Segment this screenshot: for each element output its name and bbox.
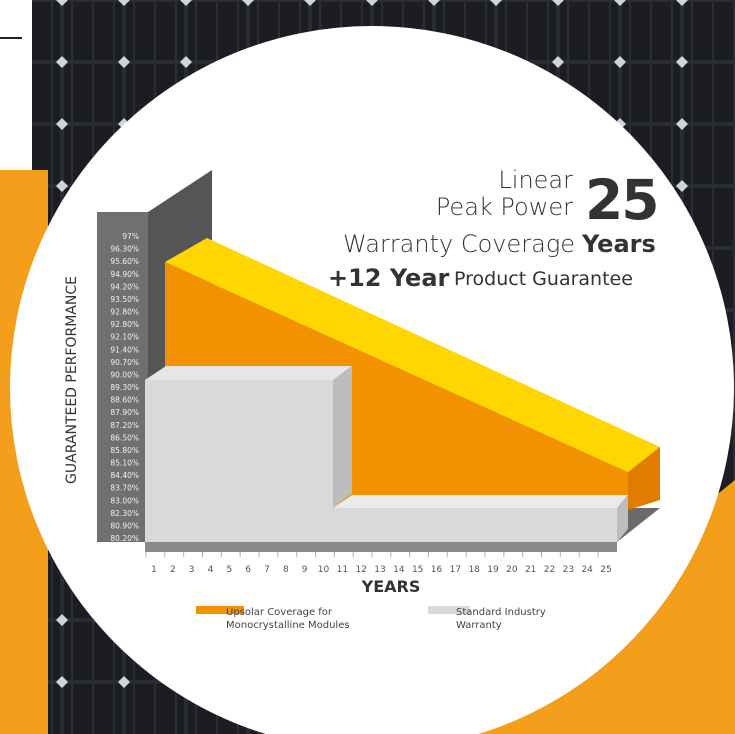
standard-top-face-1 [145,366,352,380]
standard-side-1 [333,366,352,508]
headline-product-guarantee: Product Guarantee [454,268,633,290]
x-tick-label: 3 [189,565,195,575]
x-tick-label: 18 [468,565,480,575]
legend-swatch-standard [428,606,470,614]
x-tick-label: 16 [431,565,443,575]
y-axis-title: GUARANTEED PERFORMANCE [64,276,80,484]
y-tick-label: 96.30% [110,245,139,254]
y-tick-label: 94.20% [110,282,139,291]
y-tick-label: 88.60% [110,396,139,405]
standard-front-2 [333,508,617,542]
y-tick-label: 87.90% [110,408,139,417]
x-tick-label: 5 [226,565,232,575]
x-tick-label: 1 [151,565,157,575]
y-tick-label: 97% [122,232,139,241]
legend-swatch-upsolar [196,606,244,614]
y-tick-label: 82.30% [110,509,139,518]
legend-label-standard: Standard Industry Warranty [456,607,549,631]
y-tick-label: 90.70% [110,358,139,367]
y-tick-label: 80.90% [110,521,139,530]
x-axis-title: YEARS [361,577,421,596]
headline-warranty-coverage: Warranty Coverage [343,230,575,258]
x-tick-label: 22 [544,565,555,575]
x-tick-label: 13 [374,565,385,575]
x-tick-label: 9 [302,565,308,575]
y-tick-label: 92.80% [110,320,139,329]
x-tick-label: 12 [355,565,366,575]
standard-front-1 [145,380,333,542]
x-tick-label: 11 [337,565,348,575]
x-tick-label: 10 [318,565,330,575]
white-panel-top-left [0,0,32,183]
y-tick-label: 91.40% [110,345,139,354]
headline-25: 25 [585,168,660,232]
x-tick-label: 8 [283,565,289,575]
upsolar-top-face [165,238,660,472]
y-tick-label: 92.10% [110,333,139,342]
y-tick-label: 83.70% [110,484,139,493]
y-tick-label: 93.50% [110,295,139,304]
x-tick-label: 4 [208,565,214,575]
headline-peak-power: Peak Power [435,193,573,221]
x-tick-label: 19 [487,565,499,575]
x-tick-label: 24 [581,565,593,575]
y-tick-label: 89.30% [110,383,139,392]
x-tick-label: 6 [245,565,251,575]
x-tick-label: 2 [170,565,176,575]
y-tick-label: 90.00% [110,370,139,379]
y-tick-label: 92.80% [110,308,139,317]
legend-label-upsolar: Upsolar Coverage for Monocrystalline Mod… [226,607,350,631]
y-tick-label: 87.20% [110,421,139,430]
y-tick-label: 83.00% [110,496,139,505]
y-tick-label: 86.50% [110,433,139,442]
x-tick-label: 20 [506,565,518,575]
y-tick-label: 85.10% [110,459,139,468]
yaxis-wall-front [97,212,148,542]
floor-front [145,542,617,552]
x-tick-label: 15 [412,565,423,575]
headline-years: Years [582,230,656,258]
headline-plus-12-year: +12 Year [328,264,450,292]
headline-linear: Linear [498,166,573,194]
upsolar-side-face [628,447,660,510]
y-tick-label: 94.90% [110,270,139,279]
x-tick-label: 25 [600,565,611,575]
y-tick-label: 95.60% [110,257,139,266]
standard-top-face-2 [333,495,628,508]
y-tick-label: 85.80% [110,446,139,455]
x-tick-label: 17 [450,565,461,575]
x-tick-label: 7 [264,565,270,575]
y-tick-label: 84.40% [110,471,139,480]
x-tick-label: 21 [525,565,536,575]
standard-side-2 [617,495,628,542]
y-tick-label: 80.20% [110,534,139,543]
x-tick-label: 14 [393,565,405,575]
x-tick-label: 23 [563,565,574,575]
